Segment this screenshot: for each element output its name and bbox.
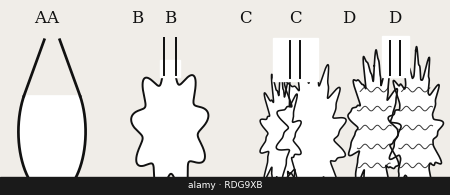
- Text: B: B: [131, 10, 144, 27]
- Text: A: A: [46, 10, 58, 27]
- Text: C: C: [289, 10, 302, 27]
- Polygon shape: [273, 38, 318, 81]
- Polygon shape: [276, 55, 346, 195]
- Text: D: D: [342, 10, 356, 27]
- Polygon shape: [18, 96, 86, 195]
- Polygon shape: [348, 50, 401, 195]
- Text: D: D: [388, 10, 402, 27]
- Polygon shape: [131, 62, 208, 191]
- Polygon shape: [388, 47, 443, 195]
- Text: B: B: [164, 10, 176, 27]
- Polygon shape: [160, 60, 180, 77]
- Polygon shape: [0, 177, 450, 195]
- Text: A: A: [35, 10, 46, 27]
- Text: C: C: [239, 10, 252, 27]
- Text: alamy · RDG9XB: alamy · RDG9XB: [188, 182, 262, 191]
- Polygon shape: [382, 36, 409, 77]
- Polygon shape: [260, 68, 301, 195]
